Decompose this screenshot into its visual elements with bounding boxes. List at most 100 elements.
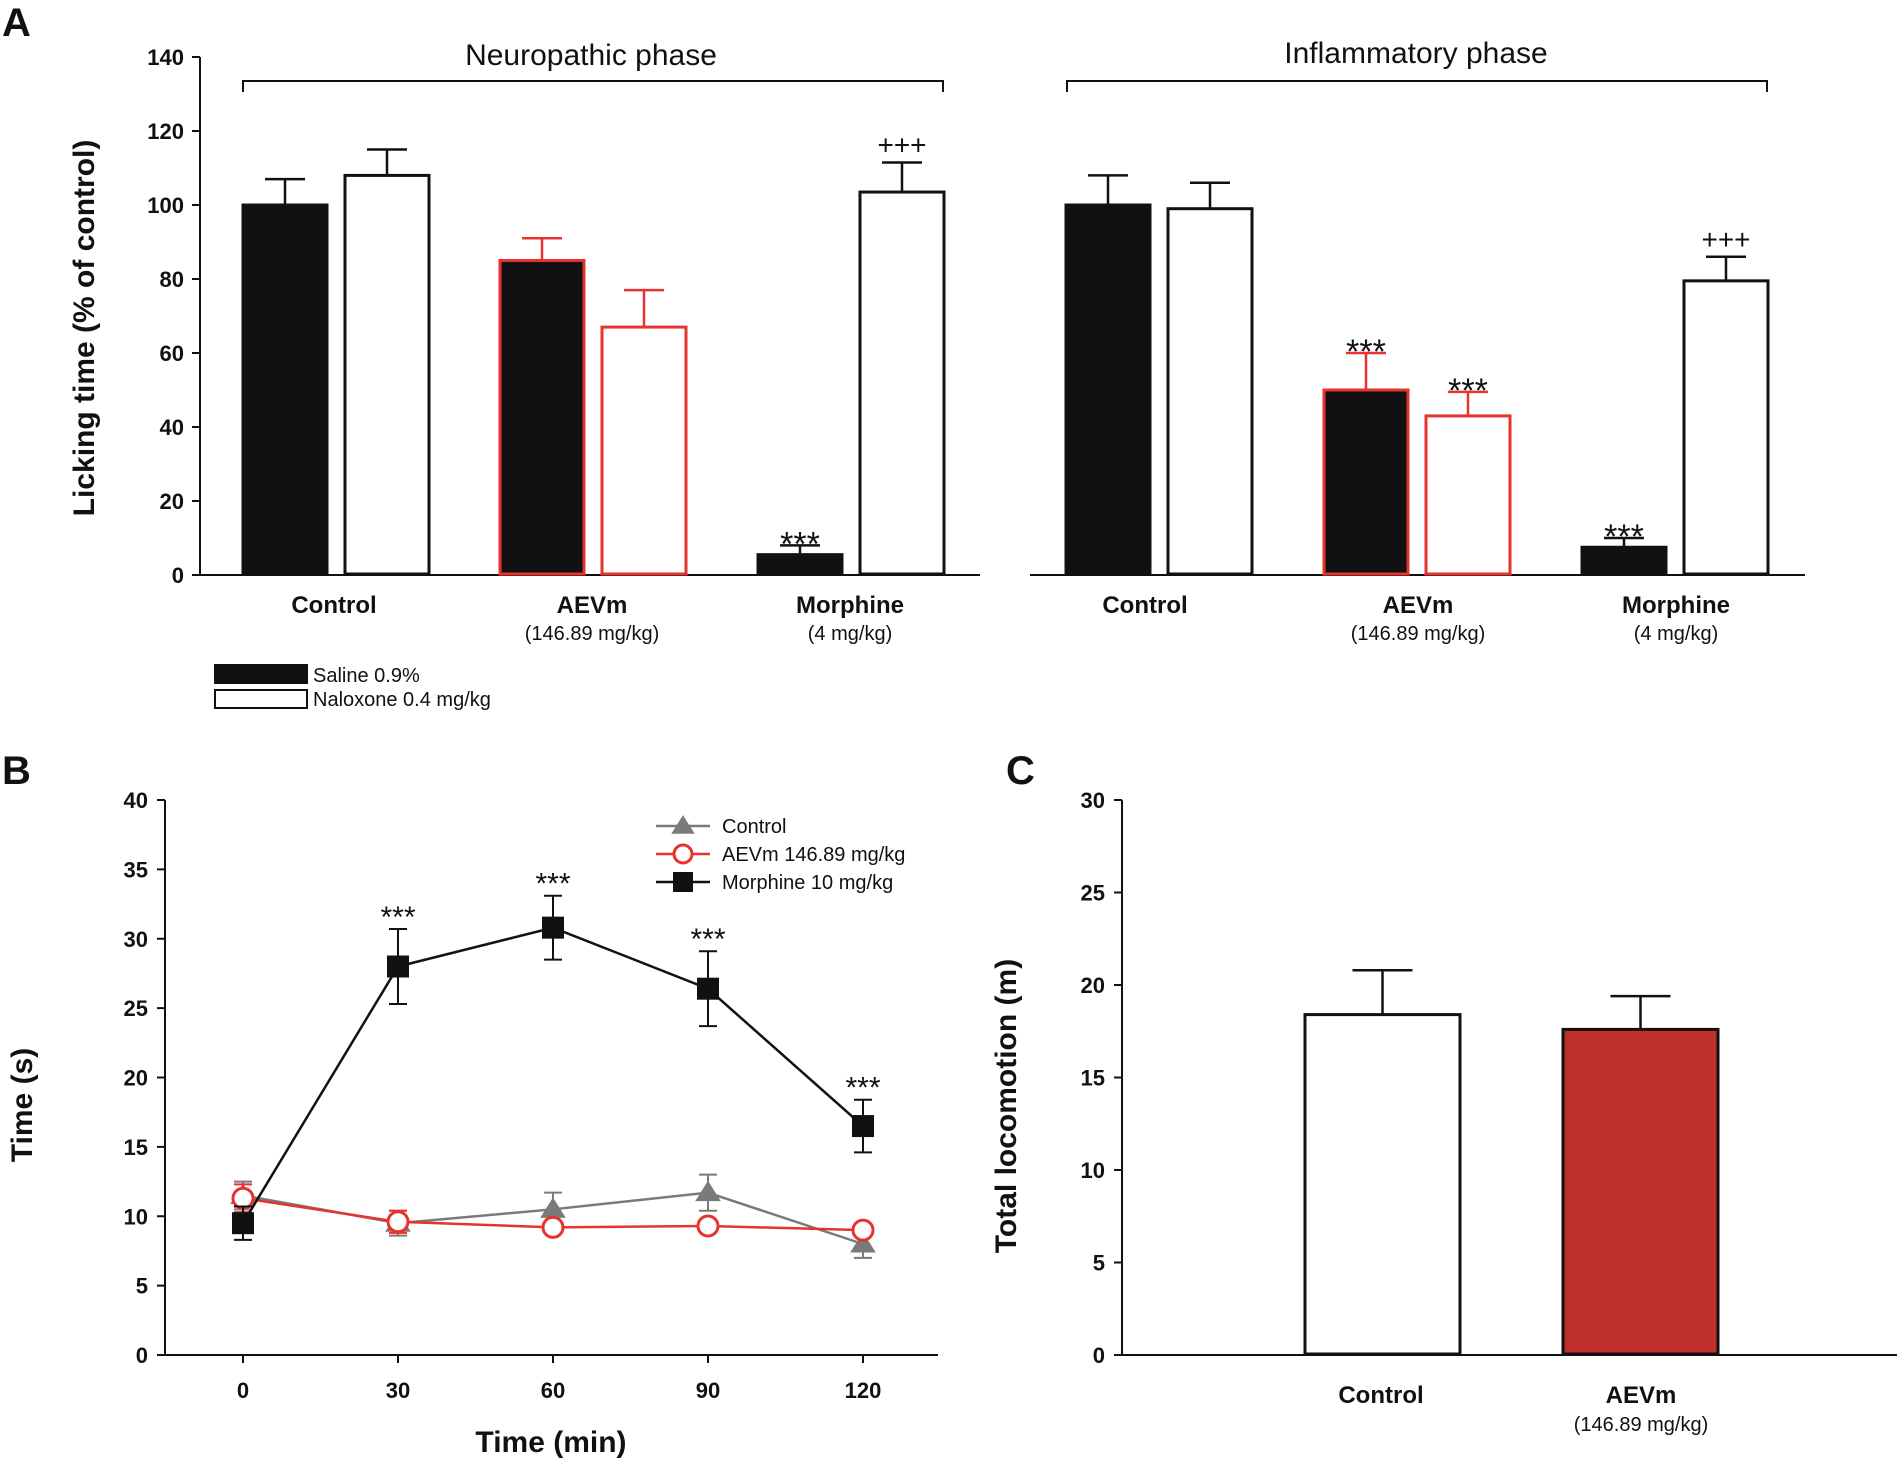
annotation-morphine-60: *** — [535, 868, 570, 901]
chart-b-marks: 0 5 10 15 20 25 30 35 40 0 30 60 90 120 *** *** *** *** — [124, 788, 938, 1403]
bar-morphine-naloxone-neuropathic — [858, 190, 946, 576]
y-tick-label-c: 15 — [1081, 1066, 1105, 1091]
bar-morphine-saline-neuropathic — [756, 553, 844, 576]
bar-aevm-naloxone-inflammatory — [1424, 414, 1512, 576]
y-tick-label-c: 0 — [1093, 1343, 1105, 1368]
point-morphine — [542, 916, 564, 939]
bar-morphine-naloxone-inflammatory-annotation: +++ — [1701, 224, 1750, 255]
point-control — [850, 1232, 876, 1253]
y-tick-label-c: 25 — [1081, 881, 1105, 906]
category-label-control-neuro: Control — [291, 592, 376, 619]
point-aevm — [541, 1215, 565, 1239]
y-tick-label-b: 5 — [136, 1274, 148, 1299]
y-tick-label-b: 20 — [124, 1066, 148, 1091]
bar-morphine-saline-inflammatory — [1580, 545, 1668, 576]
y-tick-label-a: 120 — [147, 119, 184, 144]
y-axis-label-a: Licking time (% of control) — [68, 140, 101, 517]
y-tick-label-a: 20 — [160, 489, 184, 514]
point-aevm — [386, 1210, 410, 1234]
point-aevm — [231, 1186, 255, 1210]
bar-control-naloxone-inflammatory — [1166, 207, 1254, 576]
panel-label-b: B — [2, 749, 31, 793]
y-tick-label-b: 35 — [124, 857, 148, 882]
bar-control-saline-neuropathic — [241, 203, 329, 576]
x-tick-label-b: 120 — [845, 1378, 882, 1403]
phase-title-neuropathic: Neuropathic phase — [465, 39, 717, 72]
point-aevm — [696, 1214, 720, 1238]
point-aevm — [851, 1218, 875, 1242]
category-label-control-c: Control — [1338, 1382, 1423, 1409]
y-tick-label-b: 15 — [124, 1135, 148, 1160]
y-tick-label-b: 30 — [124, 927, 148, 952]
annotation-morphine-30: *** — [380, 901, 415, 934]
y-tick-label-a: 100 — [147, 193, 184, 218]
category-sublabel-aevm-neuro: (146.89 mg/kg) — [525, 623, 660, 645]
category-label-aevm-neuro: AEVm — [557, 592, 628, 619]
annotation-morphine-90: *** — [690, 923, 725, 956]
legend-swatch-saline — [214, 664, 308, 684]
category-sublabel-morphine-neuro: (4 mg/kg) — [808, 623, 892, 645]
category-sublabel-morphine-inflam: (4 mg/kg) — [1634, 623, 1718, 645]
bar-aevm-saline-inflammatory — [1322, 388, 1410, 576]
x-tick-label-b: 90 — [696, 1378, 720, 1403]
point-morphine — [697, 977, 719, 1000]
y-tick-label-a: 40 — [160, 415, 184, 440]
y-axis-label-b: Time (s) — [6, 1048, 39, 1162]
x-axis-label-b: Time (min) — [475, 1426, 626, 1459]
bar-aevm-saline-inflammatory-annotation: *** — [1346, 333, 1386, 371]
category-label-aevm-inflam: AEVm — [1383, 592, 1454, 619]
series-line-morphine — [241, 926, 864, 1224]
legend-swatch-naloxone — [214, 689, 308, 709]
y-tick-label-c: 30 — [1081, 788, 1105, 813]
panel-label-c: C — [1006, 749, 1035, 793]
category-label-control-inflam: Control — [1102, 592, 1187, 619]
legend-marker-morphine — [673, 872, 693, 892]
y-tick-label-c: 20 — [1081, 973, 1105, 998]
legend-label-saline: Saline 0.9% — [313, 665, 420, 687]
panel-label-a: A — [2, 1, 31, 45]
bar-control — [1303, 1013, 1462, 1356]
legend-marker-control — [671, 815, 695, 834]
legend-label-control-b: Control — [722, 816, 786, 838]
legend-marker-aevm — [672, 843, 694, 865]
chart-a-marks: 0 20 40 60 80 100 120 140 *** +++ *** *** *** +++ — [147, 45, 1805, 588]
legend-label-morphine-b: Morphine 10 mg/kg — [722, 872, 893, 894]
y-tick-label-c: 5 — [1093, 1251, 1105, 1276]
bar-morphine-naloxone-neuropathic-annotation: +++ — [877, 129, 926, 160]
bar-aevm — [1561, 1027, 1720, 1356]
category-label-morphine-inflam: Morphine — [1622, 592, 1730, 619]
y-tick-label-a: 140 — [147, 45, 184, 70]
category-label-aevm-c: AEVm — [1606, 1382, 1677, 1409]
y-tick-label-a: 80 — [160, 267, 184, 292]
bar-control-saline-inflammatory — [1064, 203, 1152, 576]
y-tick-label-a: 60 — [160, 341, 184, 366]
y-tick-label-b: 40 — [124, 788, 148, 813]
y-axis-label-c: Total locomotion (m) — [990, 959, 1023, 1253]
y-tick-label-b: 0 — [136, 1343, 148, 1368]
annotation-morphine-120: *** — [845, 1072, 880, 1105]
y-tick-label-c: 10 — [1081, 1158, 1105, 1183]
y-tick-label-b: 10 — [124, 1204, 148, 1229]
phase-bracket-neuropathic — [242, 80, 944, 92]
bar-morphine-naloxone-inflammatory — [1682, 279, 1770, 576]
point-morphine — [852, 1115, 874, 1138]
x-tick-label-b: 0 — [237, 1378, 249, 1403]
category-sublabel-aevm-c: (146.89 mg/kg) — [1574, 1414, 1709, 1436]
y-tick-label-a: 0 — [172, 563, 184, 588]
point-control — [695, 1180, 721, 1202]
bar-aevm-naloxone-inflammatory-annotation: *** — [1448, 372, 1488, 410]
bar-morphine-saline-inflammatory-annotation: *** — [1604, 518, 1644, 556]
bar-morphine-saline-neuropathic-annotation: *** — [780, 525, 820, 563]
x-tick-label-b: 30 — [386, 1378, 410, 1403]
phase-title-inflammatory: Inflammatory phase — [1284, 37, 1547, 70]
point-morphine — [232, 1212, 254, 1235]
x-tick-label-b: 60 — [541, 1378, 565, 1403]
legend-label-naloxone: Naloxone 0.4 mg/kg — [313, 689, 491, 711]
chart-c-marks: 0 5 10 15 20 25 30 — [1081, 788, 1897, 1368]
category-sublabel-aevm-inflam: (146.89 mg/kg) — [1351, 623, 1486, 645]
category-label-morphine-neuro: Morphine — [796, 592, 904, 619]
bar-control-naloxone-neuropathic — [343, 173, 431, 576]
bar-aevm-saline-neuropathic — [498, 259, 586, 576]
point-morphine — [387, 955, 409, 978]
